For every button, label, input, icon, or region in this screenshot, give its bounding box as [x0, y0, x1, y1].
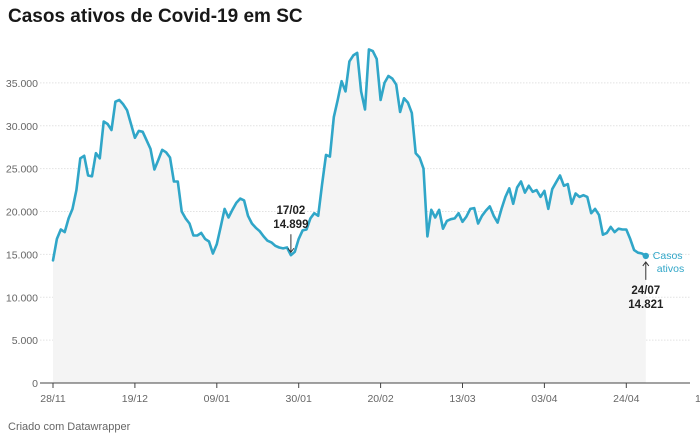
y-tick-label: 10.000 — [6, 292, 38, 304]
x-tick-label: 28/11 — [40, 393, 66, 405]
annotation-date-1702: 17/02 — [277, 205, 306, 217]
annotation-value-2407: 14.821 — [628, 299, 664, 311]
x-tick-label: 09/01 — [204, 393, 230, 405]
y-tick-label: 15.000 — [6, 249, 38, 261]
chart-title: Casos ativos de Covid-19 em SC — [8, 6, 303, 27]
annotation-arrow-2407 — [642, 261, 650, 280]
y-tick-label: 35.000 — [6, 78, 38, 90]
area-fill — [53, 49, 646, 384]
y-tick-label: 5.000 — [12, 335, 38, 347]
footer-credit: Criado com Datawrapper — [8, 421, 131, 433]
x-tick-label: 13/03 — [449, 393, 475, 405]
annotation-date-2407: 24/07 — [631, 285, 660, 297]
series-label-line2: ativos — [657, 263, 684, 275]
series-label-line1: Casos — [653, 250, 683, 262]
annotation-value-1702: 14.899 — [273, 219, 308, 231]
series-end-dot — [642, 252, 649, 260]
x-tick-label: 30/01 — [286, 393, 312, 405]
y-axis-ticks: 0 5.000 10.000 15.000 20.000 25.000 30.000 35.0… — [6, 78, 38, 390]
x-tick-label: 19/12 — [122, 393, 148, 405]
y-tick-label: 25.000 — [6, 164, 38, 176]
y-tick-label: 20.000 — [6, 207, 38, 219]
x-tick-label: 20/02 — [367, 393, 393, 405]
x-tick-label: 03/04 — [531, 393, 557, 405]
annotation-arrow-1702 — [287, 234, 295, 254]
x-tick-label: 15/05 — [695, 393, 700, 405]
series-line-casos-ativos — [51, 48, 648, 262]
y-tick-label: 30.000 — [6, 121, 38, 133]
x-axis-ticks: 28/11 19/12 09/01 30/01 20/02 13/03 03/04 24/04… — [40, 383, 700, 405]
y-tick-label: 0 — [32, 378, 38, 390]
x-tick-label: 24/04 — [613, 393, 639, 405]
